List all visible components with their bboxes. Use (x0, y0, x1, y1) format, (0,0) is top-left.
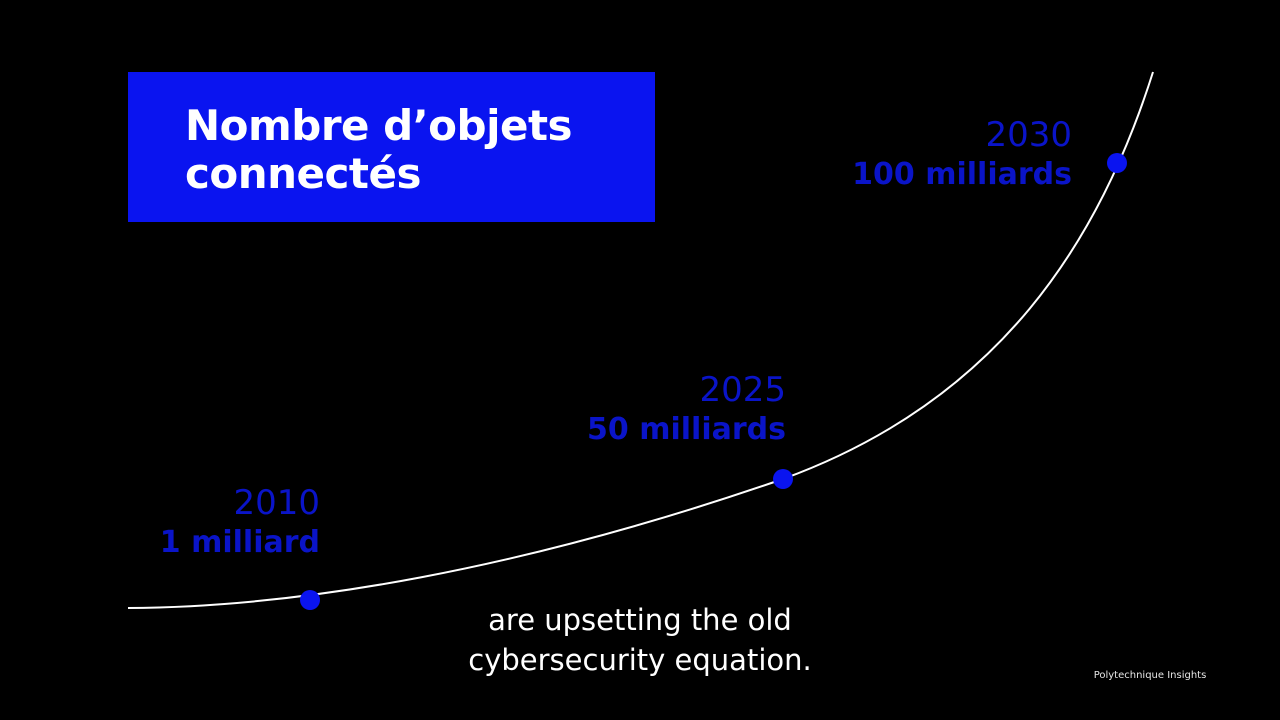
data-label-year: 2030 (985, 115, 1072, 155)
chart-title: Nombre d’objets connectés (185, 102, 645, 198)
data-label-value: 1 milliard (159, 525, 320, 560)
data-label-value: 50 milliards (587, 412, 786, 447)
data-label-year: 2025 (699, 370, 786, 410)
data-point-2030 (1107, 153, 1127, 173)
data-point-2010 (300, 590, 320, 610)
data-point-2025 (773, 469, 793, 489)
subtitle-line-1: are upsetting the old (488, 603, 792, 637)
data-label-2010: 2010 1 milliard (0, 483, 320, 563)
data-label-year: 2010 (233, 483, 320, 523)
brand-watermark: Polytechnique Insights (1093, 670, 1207, 681)
data-label-2025: 2025 50 milliards (466, 370, 786, 450)
data-points (300, 153, 1127, 610)
data-label-value: 100 milliards (852, 157, 1072, 192)
chart-title-line-2: connectés (185, 149, 422, 198)
video-subtitle: are upsetting the old cybersecurity equa… (340, 600, 940, 680)
chart-title-line-1: Nombre d’objets (185, 101, 573, 150)
subtitle-line-2: cybersecurity equation. (468, 643, 812, 677)
data-label-2030: 2030 100 milliards (752, 115, 1072, 195)
title-banner: Nombre d’objets connectés (128, 72, 655, 222)
